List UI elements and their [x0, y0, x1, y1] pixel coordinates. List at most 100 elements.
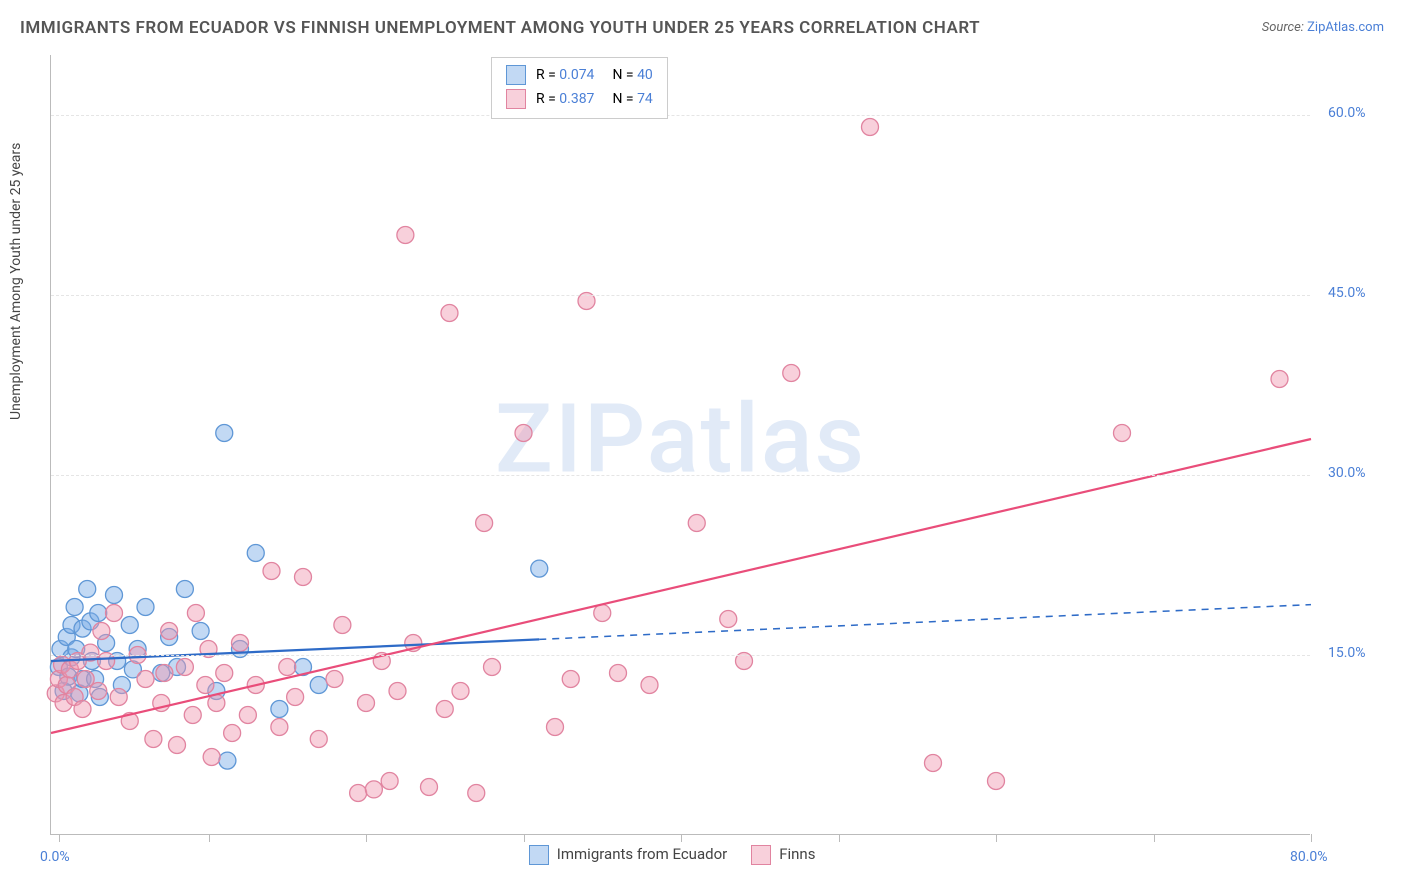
legend-n-value: 74 [637, 91, 653, 107]
scatter-point [187, 605, 204, 622]
scatter-point [176, 659, 193, 676]
scatter-point [988, 773, 1005, 790]
legend-series-name: Finns [779, 845, 815, 863]
trend-line [51, 639, 539, 661]
scatter-point [862, 119, 879, 136]
x-tick [59, 834, 60, 842]
y-tick-label: 30.0% [1328, 465, 1366, 481]
trend-line [51, 439, 1311, 733]
scatter-point [197, 677, 214, 694]
scatter-point [93, 623, 110, 640]
chart-title: IMMIGRANTS FROM ECUADOR VS FINNISH UNEMP… [20, 18, 980, 38]
scatter-point [365, 781, 382, 798]
legend-r-value: 0.074 [559, 67, 594, 83]
scatter-point [232, 635, 249, 652]
x-tick [1311, 834, 1312, 842]
scatter-point [203, 749, 220, 766]
scatter-point [641, 677, 658, 694]
scatter-point [720, 611, 737, 628]
scatter-point [925, 755, 942, 772]
scatter-point [66, 599, 83, 616]
x-tick [839, 834, 840, 842]
scatter-point [176, 581, 193, 598]
scatter-point [263, 563, 280, 580]
scatter-point [350, 785, 367, 802]
scatter-point [547, 719, 564, 736]
scatter-point [184, 707, 201, 724]
y-tick-label: 60.0% [1328, 105, 1366, 121]
x-tick [1154, 834, 1155, 842]
scatter-point [287, 689, 304, 706]
scatter-point [279, 659, 296, 676]
scatter-point [208, 695, 225, 712]
scatter-point [389, 683, 406, 700]
scatter-point [1271, 371, 1288, 388]
legend-r-value: 0.387 [559, 91, 594, 107]
x-tick [366, 834, 367, 842]
scatter-point [219, 752, 236, 769]
scatter-point [421, 779, 438, 796]
x-axis-label-left: 0.0% [40, 849, 70, 865]
scatter-point [169, 737, 186, 754]
scatter-point [436, 701, 453, 718]
scatter-point [239, 707, 256, 724]
scatter-point [484, 659, 501, 676]
scatter-point [310, 677, 327, 694]
legend-n-label: N = [612, 91, 637, 107]
legend-n-value: 40 [637, 67, 653, 83]
scatter-point [106, 605, 123, 622]
scatter-point [310, 731, 327, 748]
scatter-point [110, 689, 127, 706]
y-tick-label: 15.0% [1328, 645, 1366, 661]
legend-item: Immigrants from Ecuador [529, 845, 727, 865]
trend-line-extrapolated [539, 605, 1311, 640]
scatter-point [381, 773, 398, 790]
scatter-point [216, 665, 233, 682]
gridline [51, 475, 1310, 476]
legend-series-name: Immigrants from Ecuador [557, 845, 727, 863]
scatter-point [121, 617, 138, 634]
gridline [51, 655, 1310, 656]
scatter-point [783, 365, 800, 382]
scatter-point [74, 701, 91, 718]
scatter-point [688, 515, 705, 532]
scatter-point [476, 515, 493, 532]
scatter-point [224, 725, 241, 742]
scatter-point [90, 683, 107, 700]
legend-r-label: R = [536, 67, 559, 83]
legend-swatch [506, 65, 526, 85]
legend-r-label: R = [536, 91, 559, 107]
legend-row: R = 0.074 N = 40 [506, 64, 653, 88]
scatter-point [531, 560, 548, 577]
scatter-point [1114, 425, 1131, 442]
legend-n-label: N = [612, 67, 637, 83]
source-link[interactable]: ZipAtlas.com [1307, 20, 1384, 35]
scatter-point [271, 719, 288, 736]
scatter-point [441, 305, 458, 322]
scatter-point [79, 581, 96, 598]
scatter-point [562, 671, 579, 688]
scatter-point [326, 671, 343, 688]
scatter-point [216, 425, 233, 442]
source-label: Source: [1262, 20, 1304, 35]
legend-swatch [529, 845, 549, 865]
chart-container: IMMIGRANTS FROM ECUADOR VS FINNISH UNEMP… [0, 0, 1406, 892]
x-tick [524, 834, 525, 842]
y-axis-label: Unemployment Among Youth under 25 years [8, 143, 24, 420]
scatter-point [161, 623, 178, 640]
scatter-point [334, 617, 351, 634]
scatter-point [271, 701, 288, 718]
legend-swatch [751, 845, 771, 865]
legend-swatch [506, 89, 526, 109]
y-tick-label: 45.0% [1328, 285, 1366, 301]
legend-correlation-box: R = 0.074 N = 40 R = 0.387 N = 74 [491, 57, 668, 119]
scatter-point [137, 599, 154, 616]
x-tick [209, 834, 210, 842]
source-attribution: Source: ZipAtlas.com [1262, 20, 1384, 35]
scatter-svg [51, 55, 1310, 834]
scatter-point [247, 545, 264, 562]
scatter-point [452, 683, 469, 700]
scatter-point [145, 731, 162, 748]
scatter-point [358, 695, 375, 712]
scatter-point [610, 665, 627, 682]
